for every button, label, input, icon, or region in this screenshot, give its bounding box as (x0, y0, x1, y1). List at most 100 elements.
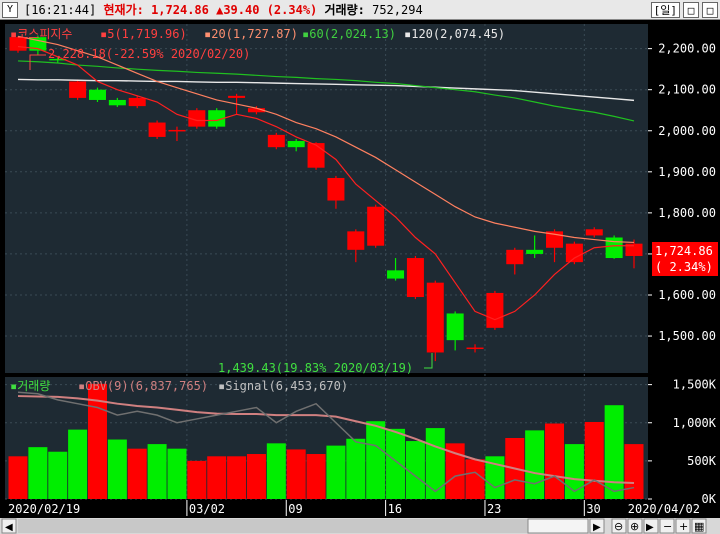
candle-body (526, 249, 544, 254)
legend-obv: ▪OBV(9)(6,837,765) (78, 379, 208, 393)
candle-body (506, 249, 524, 265)
zoom-controls: ⊖ ⊕ ▶ − + ▦ (611, 518, 707, 534)
y-tick-label: 1,800.00 (658, 206, 716, 220)
candle-body (267, 134, 285, 148)
current-price-box (652, 242, 718, 276)
title-bar: Y [16:21:44] 현재가: 1,724.86 ▲39.40 (2.34%… (0, 0, 720, 20)
legend-signal: ▪Signal(6,453,670) (218, 379, 348, 393)
arrow-right-icon: ▶ (593, 522, 601, 533)
candle-body (247, 108, 265, 113)
volume-bar (405, 441, 425, 499)
time-label: [16:21:44] (24, 2, 97, 17)
y-tick-label: 1,600.00 (658, 288, 716, 302)
price-label: 현재가: (103, 3, 144, 17)
y-tick-label: 2,000.00 (658, 124, 716, 138)
period-day-button[interactable]: [일] (650, 2, 680, 18)
volume-bar (326, 445, 346, 499)
candle-body (446, 313, 464, 341)
volume-bar (28, 447, 48, 499)
candle-body (128, 97, 146, 107)
low-annotation: 1,439.43(19.83% 2020/03/19) (218, 361, 413, 375)
volume-bar (584, 421, 604, 499)
scroll-end-icon: ▶ (646, 522, 654, 533)
candle-body (426, 282, 444, 353)
scrollbar-gap[interactable] (18, 519, 528, 533)
legend-index: ▪코스피지수 (10, 27, 72, 41)
candle-body (327, 177, 345, 201)
restore-button[interactable]: □ (683, 2, 699, 18)
ma120-line (17, 78, 635, 102)
candle-body (148, 122, 166, 137)
volume-bar (525, 430, 545, 499)
grid-icon: ▦ (694, 520, 704, 533)
scroll-right-button[interactable] (589, 518, 605, 534)
obv-line (17, 391, 635, 493)
legend-ma120: ▪120(2,074.45) (404, 27, 505, 41)
candle-body (486, 292, 504, 328)
volume-bar (346, 438, 366, 499)
volume-bar (604, 405, 624, 499)
ma20-line (17, 35, 635, 244)
candle-body (565, 243, 583, 263)
y-tick-label: 1,500K (673, 378, 717, 392)
candle-body (347, 231, 365, 250)
y-tick-label: 1,900.00 (658, 165, 716, 179)
volume-bar (306, 454, 326, 499)
volume-bar (485, 456, 505, 499)
minus-button[interactable] (659, 518, 675, 534)
plus-icon: + (679, 520, 688, 533)
y-tick-label: 500K (687, 454, 717, 468)
chart-area[interactable]: 2,200.00 2,100.00 2,000.00 1,900.00 1,800.00… (0, 20, 720, 534)
candle-body (287, 141, 305, 148)
candle-body (108, 99, 126, 106)
volume-bar (445, 443, 465, 499)
scroll-end-button[interactable] (643, 518, 659, 534)
candle-body (69, 81, 87, 98)
legend-ma20: ▪20(1,727.87) (204, 27, 298, 41)
candle-body (29, 37, 47, 51)
plus-button[interactable] (675, 518, 691, 534)
minus-icon: − (663, 520, 672, 533)
x-tick-label: 30 (586, 502, 600, 516)
candle-body (228, 95, 246, 98)
volume-bar (545, 423, 565, 499)
y-tick-label: 1,000K (673, 416, 717, 430)
candle-body (406, 258, 424, 298)
candle-body (168, 129, 186, 132)
high-annotation: 2,228.18(-22.59% 2020/02/20) (48, 47, 250, 61)
candle-body (208, 110, 226, 127)
volume-bar (425, 428, 445, 499)
close-button[interactable]: □ (702, 2, 718, 18)
volume-bar (366, 421, 386, 499)
volume-bar (8, 456, 28, 499)
arrow-left-icon: ◀ (5, 522, 13, 533)
volume-bar (227, 456, 247, 499)
volume-bar (386, 428, 406, 499)
x-tick-label: 16 (388, 502, 402, 516)
scrollbar-thumb[interactable] (527, 518, 589, 534)
x-tick-label: 2020/04/02 (628, 502, 700, 516)
candle-body (387, 270, 405, 279)
menu-icon[interactable]: Y (2, 1, 18, 18)
zoom-out-button[interactable] (611, 518, 627, 534)
current-price: 1,724.86 (655, 244, 713, 258)
volume-bar (127, 448, 147, 499)
y-tick-label: 0K (702, 492, 717, 506)
candle-body (466, 347, 484, 350)
ma60-line (17, 60, 635, 122)
price-value: 1,724.86 (151, 2, 209, 17)
candle-body (605, 237, 623, 259)
volume-bar (87, 383, 107, 499)
grid-button[interactable] (691, 518, 707, 534)
volume-bar (286, 449, 306, 499)
zoom-in-icon: ⊕ (630, 520, 639, 533)
signal-line (17, 395, 635, 484)
current-pct: ( 2.34%) (655, 260, 713, 274)
ma5-line (17, 45, 634, 321)
x-tick-label: 03/02 (189, 502, 225, 516)
candle-body (188, 110, 206, 127)
scroll-left-button[interactable] (1, 518, 17, 534)
y-tick-label: 2,100.00 (658, 83, 716, 97)
zoom-in-button[interactable] (627, 518, 643, 534)
volume-bar (246, 454, 266, 499)
